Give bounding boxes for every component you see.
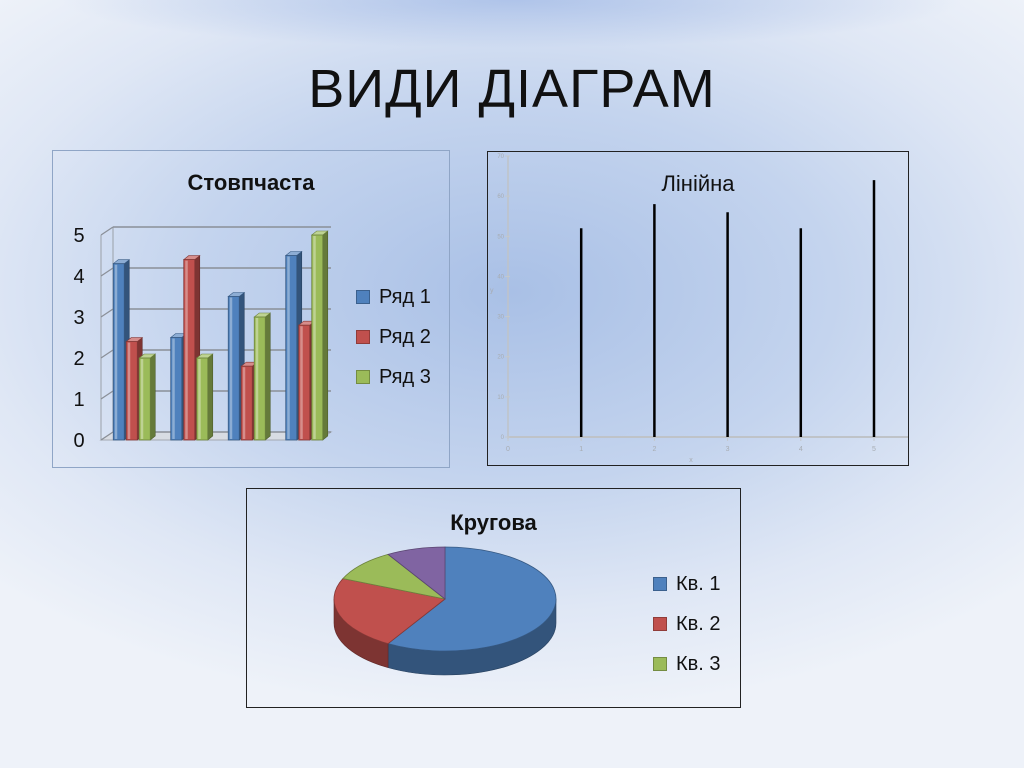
bar-series3-cat2 [195,353,214,441]
bar-y-tick-label: 4 [73,266,84,288]
bar-y-tick-label: 3 [73,307,84,329]
bar-chart-title: Стовпчаста [187,170,315,195]
legend-swatch-blue [653,577,667,591]
bar-front-face [170,337,183,441]
bar-highlight [140,359,144,439]
line-x-tick-label: 2 [652,446,656,453]
bar-gridline-diagonal [100,267,114,277]
legend-label: Кв. 2 [676,612,721,635]
bar-gridline-diagonal [100,390,114,400]
line-y-tick-label: 40 [497,274,504,280]
bar-y-tick-label: 1 [73,389,84,411]
pie-slice-4 [387,546,446,600]
bar-front-face [125,341,138,441]
bar-highlight [172,338,175,439]
legend-item-q3: Кв. 3 [653,644,721,684]
bar-side-face [264,312,271,441]
bar-front-face [298,324,311,441]
legend-label: Кв. 3 [676,652,721,675]
line-x-axis-label: x [689,457,693,464]
bar-highlight [287,256,290,439]
bar-y-tick-label: 0 [73,430,84,452]
pie-slice-2 [333,578,446,645]
bar-side-face [149,353,156,441]
line-y-axis-label: y [490,288,494,295]
bar-chart-plot: 0 1 2 3 4 5 [73,225,333,452]
pie-chart-title: Кругова [450,510,537,535]
legend-item-series-1: Ряд 1 [356,277,431,317]
bar-front-face [285,255,298,441]
bar-highlight [255,318,259,439]
legend-label: Кв. 1 [676,572,721,595]
line-chart-title: Лінійна [661,171,735,196]
bar-front-face [196,357,209,441]
legend-item-q1: Кв. 1 [653,564,721,604]
line-x-tick-label: 1 [579,446,583,453]
line-x-tick-label: 5 [872,446,876,453]
legend-swatch-green [653,657,667,671]
legend-item-q2: Кв. 2 [653,604,721,644]
legend-swatch-red [356,330,370,344]
bar-highlight [114,264,118,439]
bar-gridline-diagonal [100,308,114,318]
pie-slice-1 [387,546,557,652]
bar-front-face [227,296,240,441]
bar-front-face [240,365,253,441]
bar-chart-legend: Ряд 1 Ряд 2 Ряд 3 [356,277,431,397]
line-y-tick-label: 70 [497,154,504,160]
pie-chart-panel: Кругова Кв. 1 Кв. 2 Кв. 3 [246,488,741,708]
legend-label: Ряд 2 [379,325,431,348]
line-y-tick-label: 60 [497,194,504,200]
line-x-tick-label: 3 [726,446,730,453]
line-y-tick-label: 10 [497,395,504,401]
bar-front-face [253,316,266,441]
bar-highlight [198,359,201,439]
bar-front-face [138,357,151,441]
bar-series1-cat3 [227,291,246,441]
bar-highlight [300,326,303,439]
bar-highlight [242,367,246,439]
bar-y-tick-label: 2 [73,348,84,370]
line-y-tick-label: 20 [497,355,504,361]
legend-label: Ряд 1 [379,285,431,308]
bar-series3-cat1 [138,353,157,441]
line-x-tick-label: 4 [799,446,803,453]
bar-highlight [229,297,233,439]
bar-front-face [311,234,324,441]
bar-front-face [183,259,196,441]
pie-chart-legend: Кв. 1 Кв. 2 Кв. 3 [653,564,721,684]
bar-y-tick-label: 5 [73,225,84,247]
bar-gridline-diagonal [100,226,114,236]
bar-gridline-diagonal [100,349,114,359]
slide-background-glow [0,0,1024,60]
bar-highlight [127,342,131,439]
legend-swatch-red [653,617,667,631]
legend-item-series-2: Ряд 2 [356,317,431,357]
legend-item-series-3: Ряд 3 [356,357,431,397]
bar-side-face [207,353,214,441]
line-y-tick-label: 30 [497,315,504,321]
bar-front-face [112,263,125,441]
slide-title: ВИДИ ДІАГРАМ [308,59,716,119]
bar-series3-cat4 [310,230,329,441]
legend-swatch-green [356,370,370,384]
bar-chart-panel: Стовпчаста 0 1 2 3 4 5 Ряд 1 Ряд 2 Ряд 3 [52,150,450,468]
legend-swatch-blue [356,290,370,304]
legend-label: Ряд 3 [379,365,431,388]
line-chart-panel: 0 10 20 30 40 50 60 70 0 1 2 3 4 5 x y Лінійна [487,151,909,466]
line-y-tick-label: 0 [501,435,505,441]
bar-gridline-diagonal [100,431,114,441]
line-chart-plot: 0 10 20 30 40 50 60 70 0 1 2 3 4 5 x y [490,154,908,464]
bar-side-face [322,230,329,441]
bar-highlight [185,260,188,439]
pie-chart-plot [333,546,557,676]
bar-series3-cat3 [253,312,272,441]
bar-highlight [313,236,316,439]
line-y-tick-label: 50 [497,234,504,240]
line-x-tick-label: 0 [506,446,510,453]
